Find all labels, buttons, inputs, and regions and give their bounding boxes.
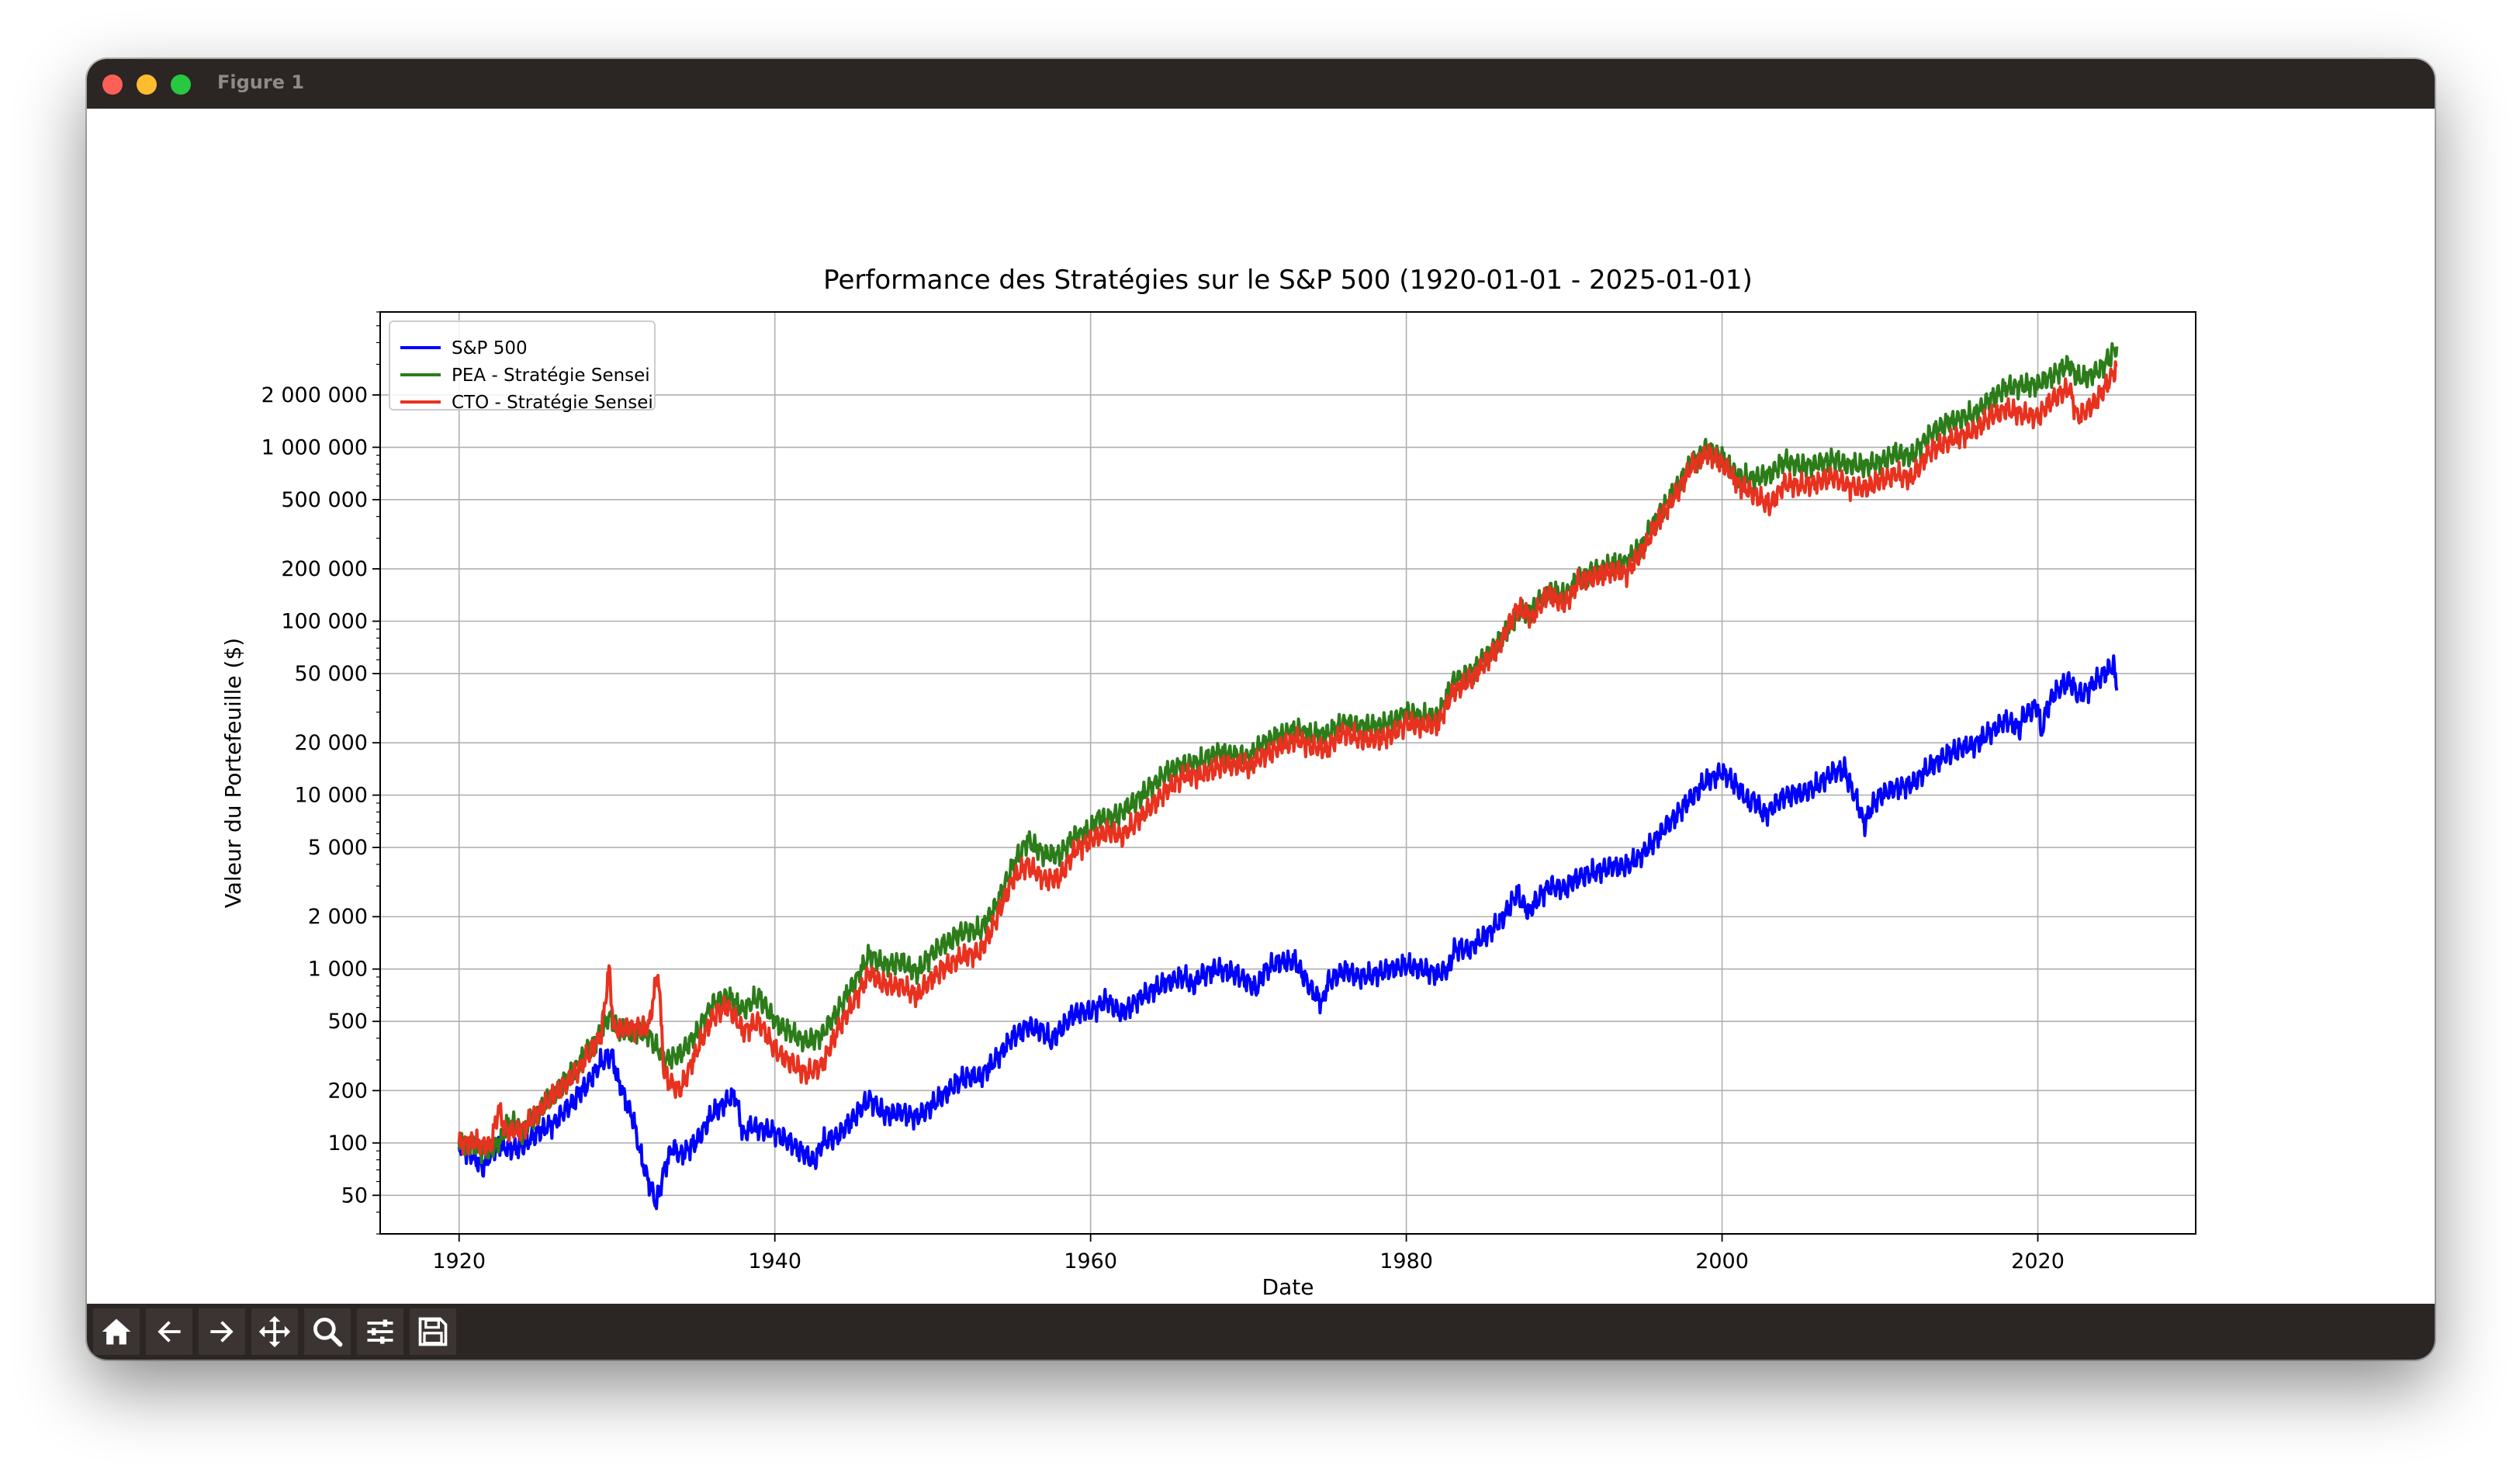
navigation-toolbar — [87, 1304, 2435, 1360]
y-axis-title: Valeur du Portefeuille ($) — [220, 638, 246, 908]
x-axis-title: Date — [1262, 1274, 1314, 1300]
y-tick-label: 200 — [327, 1079, 368, 1103]
back-button[interactable] — [146, 1308, 192, 1355]
arrow-right-icon — [210, 1321, 234, 1343]
legend: S&P 500 PEA - Stratégie Sensei CTO - Strat… — [389, 320, 656, 413]
y-tick-label: 200 000 — [281, 557, 368, 581]
title-bar: Figure 1 — [87, 59, 2435, 109]
figure-window: Figure 1 Performance des Stratégies sur … — [87, 59, 2435, 1360]
series-line — [457, 360, 2118, 1156]
magnifier-icon — [313, 1318, 343, 1347]
figure-canvas[interactable]: Performance des Stratégies sur le S&P 50… — [87, 109, 2435, 1304]
maximize-window-button[interactable] — [171, 74, 191, 95]
y-tick-label: 5 000 — [308, 836, 368, 860]
legend-label: S&P 500 — [452, 338, 528, 359]
save-button[interactable] — [410, 1308, 456, 1355]
chart: Performance des Stratégies sur le S&P 50… — [220, 265, 2196, 1300]
y-tick-label: 10 000 — [295, 784, 368, 808]
x-axis-ticks: 1920 1940 1960 1980 2000 2020 — [432, 1234, 2065, 1273]
home-icon — [102, 1318, 131, 1345]
y-tick-label: 50 000 — [295, 662, 368, 686]
minimize-window-button[interactable] — [137, 74, 157, 95]
home-button[interactable] — [93, 1308, 140, 1355]
y-axis-ticks: 50 100 200 500 1 000 2 000 5 000 10 000 20 000 50… — [261, 311, 380, 1235]
legend-label: PEA - Stratégie Sensei — [452, 366, 650, 386]
pan-button[interactable] — [251, 1308, 298, 1355]
x-tick-label: 1920 — [432, 1249, 486, 1273]
series-line — [457, 341, 2119, 1165]
y-tick-label: 500 — [327, 1010, 368, 1034]
window-title: Figure 1 — [217, 71, 305, 93]
legend-label: CTO - Stratégie Sensei — [452, 393, 653, 413]
x-tick-label: 1960 — [1064, 1249, 1117, 1273]
x-tick-label: 1980 — [1379, 1249, 1433, 1273]
floppy-disk-icon — [418, 1317, 448, 1346]
y-tick-label: 1 000 000 — [261, 435, 368, 459]
configure-subplots-button[interactable] — [357, 1308, 403, 1355]
x-tick-label: 1940 — [748, 1249, 801, 1273]
y-tick-label: 2 000 000 — [261, 383, 368, 407]
move-icon — [258, 1315, 291, 1348]
plot-area-frame — [379, 311, 2196, 1235]
x-tick-label: 2020 — [2011, 1249, 2065, 1273]
close-window-button[interactable] — [102, 74, 123, 95]
zoom-button[interactable] — [304, 1308, 351, 1355]
y-tick-label: 100 — [327, 1131, 368, 1156]
forward-button[interactable] — [199, 1308, 245, 1355]
arrow-left-icon — [158, 1321, 181, 1343]
y-tick-label: 2 000 — [308, 905, 368, 929]
series-line — [457, 654, 2119, 1211]
y-tick-label: 20 000 — [295, 731, 368, 755]
series-layer — [457, 341, 2119, 1211]
sliders-icon — [367, 1319, 393, 1344]
y-tick-label: 1 000 — [308, 958, 368, 982]
x-tick-label: 2000 — [1695, 1249, 1749, 1273]
y-tick-label: 500 000 — [281, 488, 368, 512]
chart-title: Performance des Stratégies sur le S&P 50… — [823, 265, 1753, 296]
y-tick-label: 100 000 — [281, 609, 368, 633]
y-tick-label: 50 — [341, 1183, 368, 1207]
